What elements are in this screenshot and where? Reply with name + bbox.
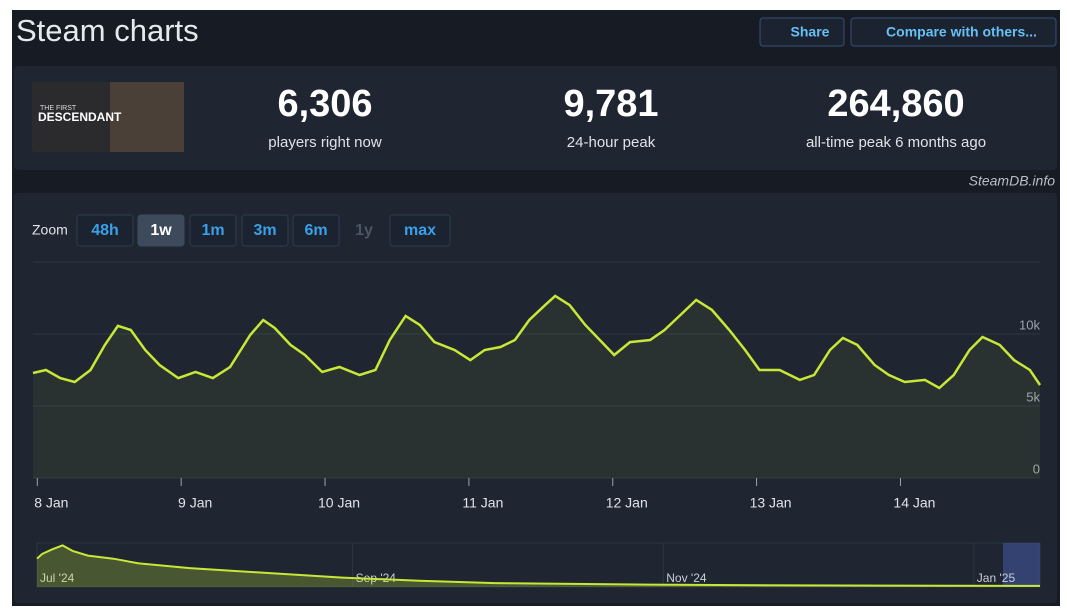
page-title: Steam charts (16, 13, 199, 48)
header-button-label[interactable]: Share (791, 24, 830, 40)
chart-panel (14, 193, 1057, 603)
stat-value: 6,306 (277, 83, 372, 125)
navigator-area (37, 545, 1040, 587)
zoom-button-label[interactable]: 1y (355, 222, 373, 239)
header-button[interactable] (850, 17, 1057, 47)
x-tick-label: 13 Jan (750, 495, 792, 511)
stat-label: all-time peak 6 months ago (806, 134, 986, 151)
x-tick-label: 12 Jan (606, 495, 648, 511)
x-tick-label: 8 Jan (34, 495, 68, 511)
game-image-text: THE FIRST (40, 105, 77, 112)
stat-value: 264,860 (827, 83, 964, 125)
zoom-button-label[interactable]: 48h (91, 222, 119, 239)
navigator-line (36, 544, 1041, 587)
game-image-text: DESCENDANT (38, 110, 122, 124)
zoom-label: Zoom (32, 222, 68, 238)
stat-label: 24-hour peak (567, 134, 656, 151)
zoom-button[interactable] (189, 214, 237, 247)
zoom-button[interactable] (76, 214, 134, 247)
zoom-button-label[interactable]: 1w (150, 222, 172, 239)
navigator-tick-label: Nov '24 (666, 571, 707, 585)
game-image-art (110, 82, 184, 152)
zoom-button[interactable] (292, 214, 340, 247)
player-line (32, 294, 1042, 390)
navigator-tick-label: Jul '24 (40, 571, 75, 585)
y-tick-label: 0 (1033, 461, 1040, 476)
zoom-button-label[interactable]: 6m (304, 222, 327, 239)
stats-panel (14, 66, 1057, 170)
watermark: SteamDB.info (969, 173, 1056, 189)
navigator-window (1003, 543, 1040, 587)
stat-value: 9,781 (563, 83, 658, 125)
zoom-button[interactable] (389, 214, 451, 247)
zoom-button[interactable] (137, 214, 185, 247)
x-tick-label: 10 Jan (318, 495, 360, 511)
x-tick-label: 11 Jan (462, 495, 503, 511)
header-button-label[interactable]: Compare with others... (886, 24, 1037, 40)
zoom-button-label[interactable]: 3m (253, 222, 276, 239)
stat-label: players right now (268, 134, 382, 151)
y-tick-label: 5k (1026, 389, 1040, 404)
x-tick-label: 9 Jan (178, 495, 212, 511)
x-tick-label: 14 Jan (893, 495, 935, 511)
line-area (33, 296, 1040, 478)
zoom-button-label[interactable]: max (404, 222, 436, 239)
zoom-button[interactable] (241, 214, 289, 247)
navigator-tick-label: Jan '25 (977, 571, 1016, 585)
y-tick-label: 10k (1019, 317, 1040, 332)
zoom-button-label[interactable]: 1m (201, 222, 224, 239)
header-button[interactable] (759, 17, 845, 47)
